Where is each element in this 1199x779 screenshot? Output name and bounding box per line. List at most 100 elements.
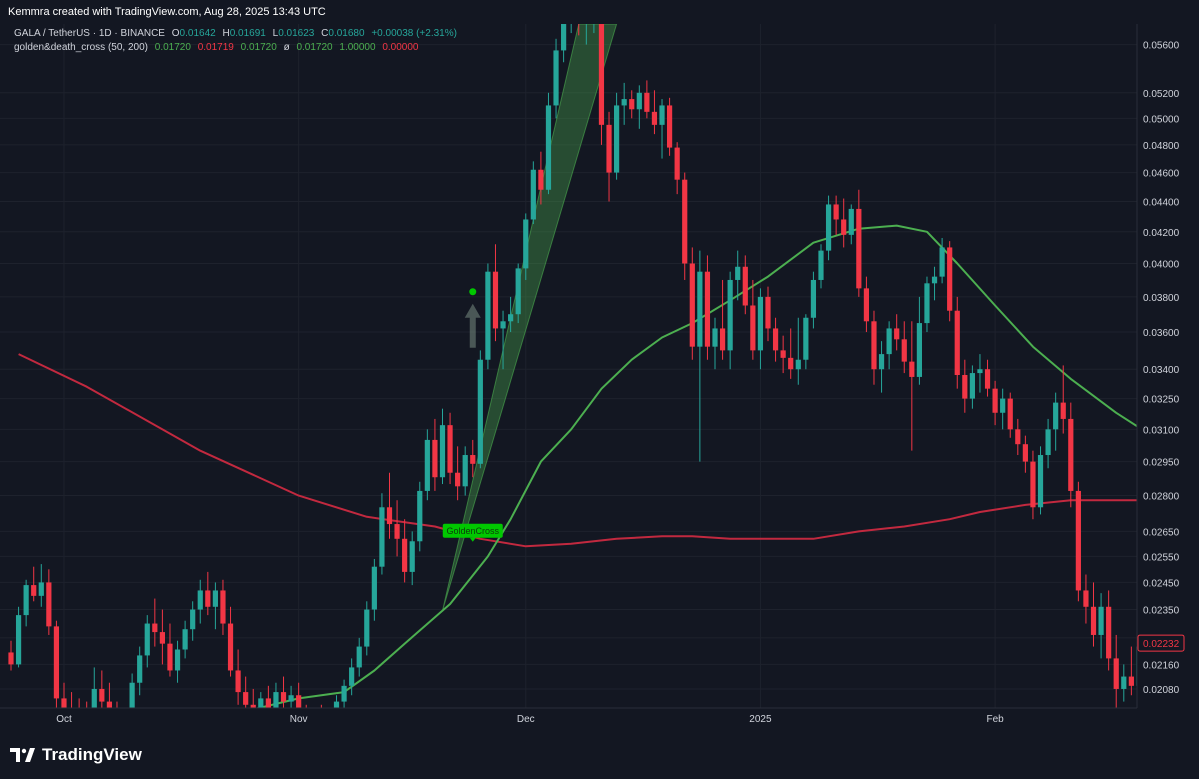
candlesticks[interactable]	[8, 0, 1199, 731]
tradingview-logo-icon	[10, 748, 35, 762]
price-tick-label: 0.04000	[1143, 259, 1180, 270]
candle-body	[477, 359, 483, 464]
time-tick-label: Dec	[517, 714, 535, 725]
candle-body	[227, 623, 234, 671]
candle-body	[629, 99, 635, 110]
candle-body	[1106, 606, 1112, 659]
candle-body	[159, 632, 165, 644]
candle-body	[977, 369, 983, 374]
price-tick-label: 0.03400	[1143, 365, 1180, 376]
candle-body	[772, 328, 779, 351]
candle-body	[432, 439, 438, 478]
candle-body	[1060, 402, 1066, 419]
golden-cross-label-box	[442, 523, 503, 538]
candle-body	[1000, 398, 1006, 413]
high-label: H	[222, 28, 230, 39]
price-tick-label: 0.02160	[1143, 660, 1180, 671]
candle-body	[364, 609, 370, 647]
candle-body	[757, 296, 764, 351]
signal-arrow-icon	[464, 303, 481, 348]
tradingview-logo[interactable]: TradingView	[10, 745, 142, 765]
price-tick-label: 0.03100	[1143, 425, 1180, 436]
indicator-legend[interactable]: golden&death_cross (50, 200) 0.01720 0.0…	[14, 42, 419, 53]
candle-body	[924, 283, 930, 324]
indicator-value-6: 0.00000	[382, 42, 419, 53]
candle-body	[296, 695, 302, 708]
candle-body	[803, 317, 809, 360]
candle-body	[379, 507, 385, 567]
symbol-legend[interactable]: GALA / TetherUS · 1D · BINANCE O0.01642 …	[14, 28, 457, 39]
price-tick-label: 0.04600	[1143, 169, 1180, 180]
candle-body	[598, 24, 605, 125]
open-label: O	[171, 28, 180, 39]
candle-body	[349, 667, 355, 686]
candle-body	[530, 169, 536, 220]
symbol-name[interactable]: GALA / TetherUS · 1D · BINANCE	[14, 28, 165, 39]
candle-body	[841, 219, 847, 235]
candle-body	[621, 99, 627, 106]
indicator-value-5: 1.00000	[339, 42, 376, 53]
candle-body	[1083, 590, 1089, 607]
candle-body	[500, 321, 506, 329]
candle-body	[144, 623, 150, 656]
candle-body	[152, 623, 158, 633]
candle-body	[1090, 606, 1097, 635]
candle-body	[31, 585, 37, 596]
credit-text: Kemmra created with TradingView.com, Aug…	[8, 6, 326, 18]
candle-body	[886, 328, 892, 355]
candle-body	[947, 247, 953, 311]
indicator-value-2: 0.01719	[197, 42, 234, 53]
low-label: L	[272, 28, 279, 39]
candle-body	[515, 268, 521, 315]
candle-body	[1128, 676, 1134, 686]
time-tick-label: Feb	[986, 714, 1004, 725]
candle-body	[674, 147, 680, 180]
time-tick-label: Oct	[56, 714, 72, 725]
candle-body	[288, 695, 294, 702]
candle-body	[1030, 461, 1036, 508]
candle-body	[1121, 676, 1127, 689]
candle-body	[402, 538, 408, 572]
candle-body	[182, 629, 188, 650]
candle-body	[1098, 606, 1104, 635]
candle-body	[545, 105, 552, 190]
candle-body	[439, 425, 446, 478]
price-tick-label: 0.03800	[1143, 293, 1180, 304]
candle-body	[190, 609, 196, 630]
time-axis[interactable]: Oct Nov Dec 2025 Feb	[0, 707, 1137, 731]
signal-dot	[469, 288, 477, 296]
candle-body	[644, 92, 650, 112]
close-label: C	[321, 28, 329, 39]
indicator-name[interactable]: golden&death_cross (50, 200)	[14, 42, 148, 53]
price-axis[interactable]: 0.05600 0.05200 0.05000 0.04800 0.04600 0.044…	[1136, 24, 1199, 730]
candle-body	[909, 361, 915, 377]
candle-body	[553, 50, 559, 106]
candle-body	[795, 359, 801, 370]
candle-body	[341, 685, 347, 702]
candle-body	[825, 204, 832, 251]
candle-body	[205, 590, 211, 607]
last-price-label: 0.02232	[1143, 639, 1180, 650]
candle-body	[954, 310, 960, 376]
candle-body	[780, 350, 786, 358]
candle-body	[863, 288, 870, 322]
price-tick-label: 0.03250	[1143, 395, 1180, 406]
price-tick-label: 0.02950	[1143, 458, 1180, 469]
candle-body	[424, 439, 430, 491]
candle-body	[871, 321, 877, 370]
candle-body	[992, 388, 998, 413]
candle-body	[46, 582, 52, 627]
candle-body	[1068, 418, 1074, 491]
candle-body	[174, 649, 181, 671]
candle-body	[455, 472, 461, 487]
candle-body	[1045, 429, 1051, 456]
candle-body	[810, 279, 817, 318]
candle-body	[409, 541, 415, 572]
price-tick-label: 0.02080	[1143, 685, 1180, 696]
candle-body	[485, 271, 491, 360]
candle-body	[38, 582, 44, 596]
candle-body	[235, 670, 241, 693]
price-axis-bg	[1137, 24, 1199, 730]
candle-body	[969, 373, 975, 399]
